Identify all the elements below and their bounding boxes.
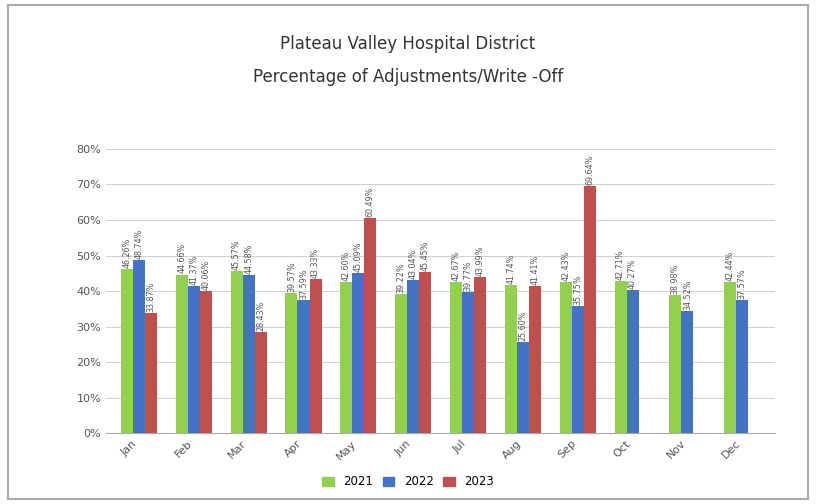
Text: 38.98%: 38.98% xyxy=(671,263,680,294)
Text: 37.57%: 37.57% xyxy=(738,268,747,299)
Text: 42.60%: 42.60% xyxy=(342,250,351,281)
Text: 43.99%: 43.99% xyxy=(476,245,485,276)
Bar xyxy=(231,271,242,433)
Text: 39.77%: 39.77% xyxy=(463,260,472,291)
Bar xyxy=(133,260,145,433)
Text: 33.87%: 33.87% xyxy=(147,282,156,312)
Bar xyxy=(724,282,736,433)
Bar xyxy=(286,293,298,433)
Bar xyxy=(145,313,157,433)
Text: 34.52%: 34.52% xyxy=(683,279,692,309)
Text: 42.71%: 42.71% xyxy=(616,250,625,280)
Legend: 2021, 2022, 2023: 2021, 2022, 2023 xyxy=(317,471,499,493)
Text: 41.37%: 41.37% xyxy=(189,255,198,285)
Bar xyxy=(353,273,365,433)
Bar xyxy=(505,285,517,433)
Text: Percentage of Adjustments/Write -Off: Percentage of Adjustments/Write -Off xyxy=(253,68,563,86)
Text: 69.64%: 69.64% xyxy=(585,154,594,184)
Bar xyxy=(614,282,627,433)
Bar xyxy=(175,275,188,433)
Bar xyxy=(474,277,486,433)
Text: 43.04%: 43.04% xyxy=(409,249,418,279)
Text: 39.22%: 39.22% xyxy=(397,262,406,293)
Text: Plateau Valley Hospital District: Plateau Valley Hospital District xyxy=(281,35,535,53)
Text: 28.43%: 28.43% xyxy=(256,301,265,331)
Bar xyxy=(583,185,596,433)
Text: 44.66%: 44.66% xyxy=(177,243,186,274)
Text: 60.49%: 60.49% xyxy=(366,187,375,217)
Bar xyxy=(298,300,309,433)
Bar xyxy=(255,332,267,433)
Text: 43.33%: 43.33% xyxy=(311,248,320,278)
Text: 45.57%: 45.57% xyxy=(232,239,241,270)
Bar xyxy=(572,306,583,433)
Text: 48.74%: 48.74% xyxy=(135,229,144,259)
Bar xyxy=(627,290,639,433)
Bar xyxy=(309,279,322,433)
Bar xyxy=(395,294,407,433)
Bar xyxy=(121,269,133,433)
Bar xyxy=(340,282,353,433)
Text: 25.60%: 25.60% xyxy=(518,311,527,341)
Bar xyxy=(450,282,462,433)
Bar xyxy=(517,342,529,433)
Text: 45.45%: 45.45% xyxy=(421,240,430,271)
Bar xyxy=(365,218,376,433)
Text: 44.58%: 44.58% xyxy=(244,243,253,274)
Bar xyxy=(200,291,212,433)
Text: 42.44%: 42.44% xyxy=(725,251,734,281)
Bar xyxy=(669,295,681,433)
Bar xyxy=(188,286,200,433)
Text: 41.74%: 41.74% xyxy=(507,254,516,284)
Text: 46.26%: 46.26% xyxy=(122,237,131,268)
Bar xyxy=(681,310,694,433)
Bar xyxy=(419,272,432,433)
Text: 42.43%: 42.43% xyxy=(561,251,570,281)
Bar xyxy=(242,275,255,433)
Text: 45.09%: 45.09% xyxy=(354,241,363,272)
Text: 42.67%: 42.67% xyxy=(451,250,460,281)
Text: 35.75%: 35.75% xyxy=(574,275,583,305)
Text: 40.06%: 40.06% xyxy=(202,260,211,290)
Bar xyxy=(736,300,748,433)
Bar xyxy=(462,292,474,433)
Bar xyxy=(560,282,572,433)
Text: 37.59%: 37.59% xyxy=(299,268,308,299)
Bar xyxy=(529,286,541,433)
Text: 40.27%: 40.27% xyxy=(628,259,637,289)
Bar xyxy=(407,280,419,433)
Text: 39.57%: 39.57% xyxy=(287,261,296,292)
Text: 41.41%: 41.41% xyxy=(530,255,539,285)
